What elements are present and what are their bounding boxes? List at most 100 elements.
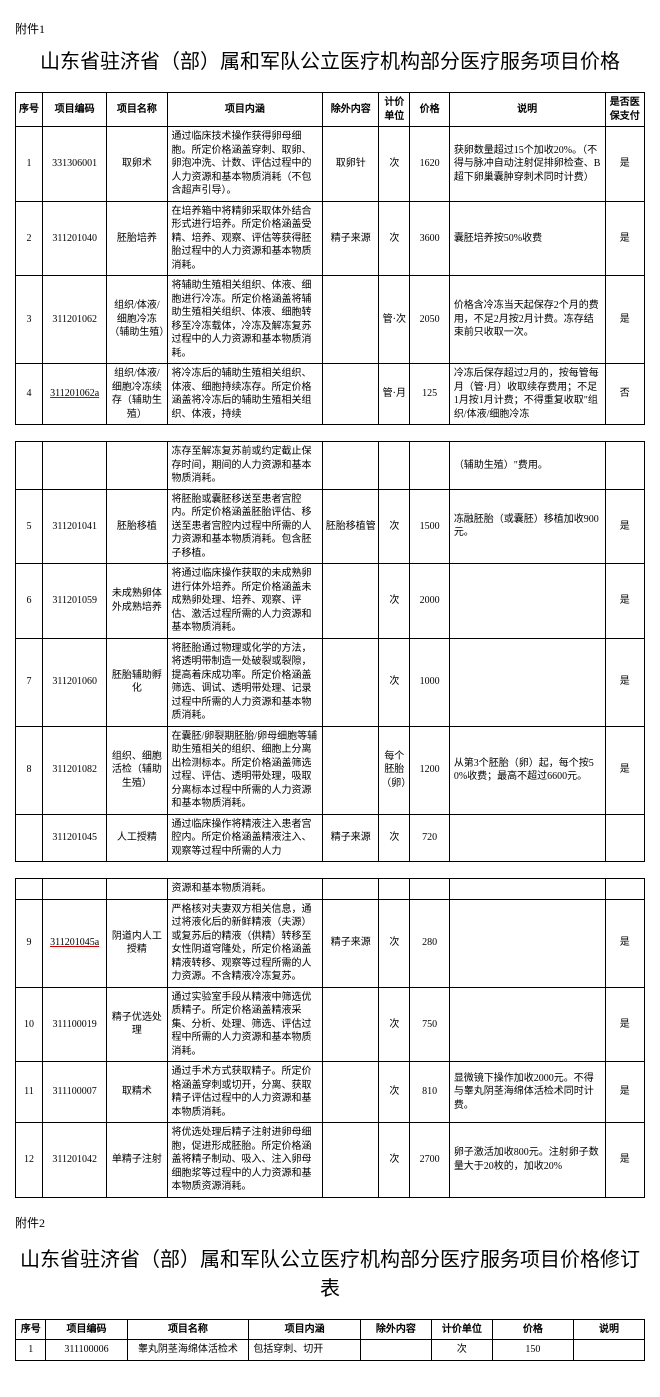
table-row: 9311201045a阴道内人工授精严格核对夫妻双方相关信息，通过将液化后的新鲜… <box>16 899 645 987</box>
cell-seq: 8 <box>16 726 43 814</box>
cell-ins: 是 <box>605 1062 645 1123</box>
cell-unit <box>379 879 410 900</box>
cell-name: 组织/体液/细胞冷冻（辅助生殖） <box>107 276 167 364</box>
cell-desc: 在囊胚/卵裂期胚胎/卵母细胞等辅助生殖相关的组织、细胞上分离出检测标本。所定价格… <box>167 726 323 814</box>
cell-unit: 次 <box>379 638 410 726</box>
cell-price: 125 <box>410 364 449 425</box>
cell-note: 获卵数量超过15个加收20%。（不得与脉冲自动注射促排卵检查、B超下卵巢囊肿穿刺… <box>449 127 605 202</box>
cell-seq: 5 <box>16 489 43 564</box>
hdr-note: 说明 <box>449 93 605 127</box>
cell-code: 311201059 <box>42 564 106 639</box>
cell-price: 2000 <box>410 564 449 639</box>
cell-excl <box>360 1340 431 1361</box>
cell-excl <box>323 442 379 490</box>
cell-price: 3600 <box>410 201 449 276</box>
cell-name: 未成熟卵体外成熟培养 <box>107 564 167 639</box>
table-row: 11311100007取精术通过手术方式获取精子。所定价格涵盖穿刺或切开，分离、… <box>16 1062 645 1123</box>
cell-price: 810 <box>410 1062 449 1123</box>
cell-desc: 通过实验室手段从精液中筛选优质精子。所定价格涵盖精液采集、分析、处理、筛选、评估… <box>167 987 323 1062</box>
cell-code: 311100006 <box>46 1340 127 1361</box>
table1-header-row: 序号项目编码项目名称项目内涵除外内容计价单位价格说明是否医保支付 <box>16 93 645 127</box>
cell-excl <box>323 638 379 726</box>
cell-seq: 11 <box>16 1062 43 1123</box>
cell-name: 胚胎辅助孵化 <box>107 638 167 726</box>
cell-code: 311201062 <box>42 276 106 364</box>
hdr-desc: 项目内涵 <box>167 93 323 127</box>
cell-seq: 1 <box>16 1340 46 1361</box>
cell-unit: 每个胚胎（卵） <box>379 726 410 814</box>
cell-seq <box>16 442 43 490</box>
hdr-desc: 项目内涵 <box>249 1319 361 1340</box>
cell-desc: 将胚胎通过物理或化学的方法，将透明带制造一处破裂或裂隙，提高着床成功率。所定价格… <box>167 638 323 726</box>
cell-unit: 次 <box>379 564 410 639</box>
cell-note <box>449 814 605 862</box>
cell-code: 311100019 <box>42 987 106 1062</box>
cell-ins: 是 <box>605 899 645 987</box>
cell-note: 显微镜下操作加收2000元。不得与睾丸阴茎海绵体活检术同时计费。 <box>449 1062 605 1123</box>
cell-note <box>573 1340 644 1361</box>
cell-ins <box>605 442 645 490</box>
cell-name: 阴道内人工授精 <box>107 899 167 987</box>
cell-note: 卵子激活加收800元。注射卵子数量大于20枚的，加收20% <box>449 1123 605 1198</box>
cell-price <box>410 879 449 900</box>
cell-price: 2700 <box>410 1123 449 1198</box>
cell-ins <box>605 879 645 900</box>
cell-unit: 次 <box>379 899 410 987</box>
table-row: 311201045人工授精通过临床操作将精液注入患者宫腔内。所定价格涵盖精液注入… <box>16 814 645 862</box>
cell-code: 331306001 <box>42 127 106 202</box>
cell-note: 价格含冷冻当天起保存2个月的费用，不足2月按2月计费。冻存结束前只收取一次。 <box>449 276 605 364</box>
cell-excl <box>323 1062 379 1123</box>
cell-note <box>449 564 605 639</box>
cell-unit: 次 <box>379 1123 410 1198</box>
cell-desc: 资源和基本物质消耗。 <box>167 879 323 900</box>
cell-code: 311201045 <box>42 814 106 862</box>
price-table1-container: 序号项目编码项目名称项目内涵除外内容计价单位价格说明是否医保支付13313060… <box>15 92 645 1198</box>
cell-excl: 取卵针 <box>323 127 379 202</box>
cell-desc: 通过手术方式获取精子。所定价格涵盖穿刺或切开，分离、获取精子评估过程中的人力资源… <box>167 1062 323 1123</box>
table-row: 7311201060胚胎辅助孵化将胚胎通过物理或化学的方法，将透明带制造一处破裂… <box>16 638 645 726</box>
cell-ins <box>605 814 645 862</box>
cell-excl <box>323 1123 379 1198</box>
cell-unit: 次 <box>379 1062 410 1123</box>
cell-excl <box>323 879 379 900</box>
cell-price <box>410 442 449 490</box>
hdr-seq: 序号 <box>16 93 43 127</box>
cell-unit: 次 <box>379 489 410 564</box>
cell-name: 睾丸阴茎海绵体活检术 <box>127 1340 249 1361</box>
hdr-unit: 计价单位 <box>431 1319 492 1340</box>
cell-unit: 次 <box>431 1340 492 1361</box>
cell-desc: 在培养箱中将精卵采取体外结合形式进行培养。所定价格涵盖受精、培养、观察、评估等获… <box>167 201 323 276</box>
cell-desc: 通过临床操作将精液注入患者宫腔内。所定价格涵盖精液注入、观察等过程中所需的人力 <box>167 814 323 862</box>
cell-price: 2050 <box>410 276 449 364</box>
cell-ins: 是 <box>605 564 645 639</box>
cell-name: 组织/体液/细胞冷冻续存（辅助生殖） <box>107 364 167 425</box>
cell-excl: 精子来源 <box>323 201 379 276</box>
cell-ins: 是 <box>605 489 645 564</box>
cell-desc: 将优选处理后精子注射进卵母细胞，促进形成胚胎。所定价格涵盖将精子制动、吸入、注入… <box>167 1123 323 1198</box>
cell-seq: 3 <box>16 276 43 364</box>
cell-note: 冻融胚胎（或囊胚）移植加收900元。 <box>449 489 605 564</box>
cell-code: 311201042 <box>42 1123 106 1198</box>
cell-price: 1000 <box>410 638 449 726</box>
cell-code: 311201062a <box>42 364 106 425</box>
cell-excl: 精子来源 <box>323 814 379 862</box>
hdr-price: 价格 <box>410 93 449 127</box>
cell-seq: 9 <box>16 899 43 987</box>
cell-seq <box>16 879 43 900</box>
cell-code <box>42 442 106 490</box>
price-table1-seg: 资源和基本物质消耗。9311201045a阴道内人工授精严格核对夫妻双方相关信息… <box>15 878 645 1198</box>
cell-seq: 10 <box>16 987 43 1062</box>
cell-name: 取精术 <box>107 1062 167 1123</box>
hdr-name: 项目名称 <box>127 1319 249 1340</box>
cell-price: 1620 <box>410 127 449 202</box>
cell-code: 311201060 <box>42 638 106 726</box>
table2-header-row: 序号 项目编码 项目名称 项目内涵 除外内容 计价单位 价格 说明 <box>16 1319 645 1340</box>
hdr-excl: 除外内容 <box>323 93 379 127</box>
cell-ins: 是 <box>605 987 645 1062</box>
hdr-code: 项目编码 <box>46 1319 127 1340</box>
attachment2-title: 山东省驻济省（部）属和军队公立医疗机构部分医疗服务项目价格修订表 <box>15 1243 645 1301</box>
hdr-name: 项目名称 <box>107 93 167 127</box>
hdr-ins: 是否医保支付 <box>605 93 645 127</box>
attachment2-label: 附件2 <box>15 1214 645 1231</box>
cell-name: 胚胎培养 <box>107 201 167 276</box>
